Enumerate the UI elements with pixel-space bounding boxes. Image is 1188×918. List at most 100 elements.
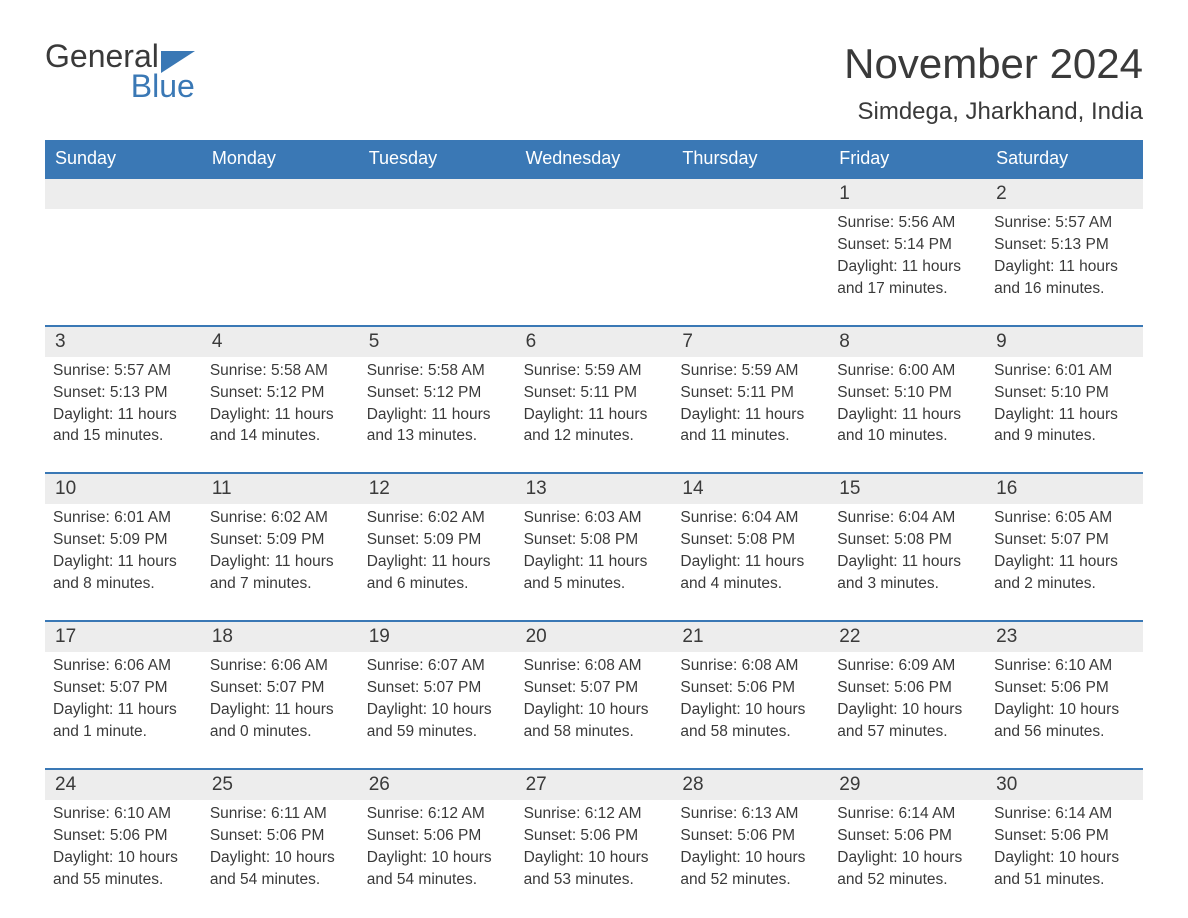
daynum-row: 3456789	[45, 325, 1143, 357]
sunset-text: Sunset: 5:06 PM	[837, 826, 978, 847]
sunrise-text: Sunrise: 6:06 AM	[210, 656, 351, 677]
week-row: Sunrise: 5:57 AMSunset: 5:13 PMDaylight:…	[45, 357, 1143, 473]
daylight-text: Daylight: 11 hours	[210, 700, 351, 721]
day-cell: Sunrise: 5:59 AMSunset: 5:11 PMDaylight:…	[516, 357, 673, 473]
sunset-text: Sunset: 5:13 PM	[53, 383, 194, 404]
day-cell: Sunrise: 6:12 AMSunset: 5:06 PMDaylight:…	[516, 800, 673, 916]
daylight-text: and 16 minutes.	[994, 279, 1135, 300]
daylight-text: Daylight: 10 hours	[210, 848, 351, 869]
day-cell: Sunrise: 6:01 AMSunset: 5:10 PMDaylight:…	[986, 357, 1143, 473]
daylight-text: Daylight: 10 hours	[367, 848, 508, 869]
daylight-text: and 5 minutes.	[524, 574, 665, 595]
daylight-text: and 52 minutes.	[680, 870, 821, 891]
day-number: 27	[516, 770, 673, 800]
daylight-text: Daylight: 10 hours	[680, 848, 821, 869]
sunset-text: Sunset: 5:10 PM	[994, 383, 1135, 404]
sunrise-text: Sunrise: 6:12 AM	[524, 804, 665, 825]
day-number: 15	[829, 474, 986, 504]
day-cell: Sunrise: 6:06 AMSunset: 5:07 PMDaylight:…	[202, 652, 359, 768]
day-cell	[202, 209, 359, 325]
weekday-label: Sunday	[45, 140, 202, 179]
logo-flag-icon	[161, 46, 195, 78]
daylight-text: and 14 minutes.	[210, 426, 351, 447]
day-number: 9	[986, 327, 1143, 357]
day-number: 26	[359, 770, 516, 800]
day-number: 12	[359, 474, 516, 504]
day-number: 23	[986, 622, 1143, 652]
daylight-text: Daylight: 11 hours	[210, 405, 351, 426]
sunrise-text: Sunrise: 5:58 AM	[367, 361, 508, 382]
daylight-text: and 59 minutes.	[367, 722, 508, 743]
sunset-text: Sunset: 5:10 PM	[837, 383, 978, 404]
header: General Blue November 2024 Simdega, Jhar…	[45, 40, 1143, 126]
day-cell	[359, 209, 516, 325]
day-cell: Sunrise: 6:00 AMSunset: 5:10 PMDaylight:…	[829, 357, 986, 473]
day-cell: Sunrise: 5:57 AMSunset: 5:13 PMDaylight:…	[986, 209, 1143, 325]
sunset-text: Sunset: 5:09 PM	[53, 530, 194, 551]
day-number	[672, 179, 829, 209]
daylight-text: Daylight: 10 hours	[994, 848, 1135, 869]
daylight-text: Daylight: 11 hours	[524, 552, 665, 573]
day-cell: Sunrise: 6:03 AMSunset: 5:08 PMDaylight:…	[516, 504, 673, 620]
sunrise-text: Sunrise: 6:02 AM	[367, 508, 508, 529]
daylight-text: and 10 minutes.	[837, 426, 978, 447]
sunset-text: Sunset: 5:08 PM	[837, 530, 978, 551]
sunset-text: Sunset: 5:09 PM	[367, 530, 508, 551]
daylight-text: Daylight: 11 hours	[367, 405, 508, 426]
day-number: 6	[516, 327, 673, 357]
daylight-text: Daylight: 11 hours	[53, 552, 194, 573]
sunset-text: Sunset: 5:13 PM	[994, 235, 1135, 256]
sunrise-text: Sunrise: 6:04 AM	[837, 508, 978, 529]
day-cell	[516, 209, 673, 325]
day-number: 10	[45, 474, 202, 504]
day-cell: Sunrise: 6:04 AMSunset: 5:08 PMDaylight:…	[829, 504, 986, 620]
daylight-text: Daylight: 11 hours	[994, 405, 1135, 426]
sunset-text: Sunset: 5:06 PM	[210, 826, 351, 847]
daylight-text: and 54 minutes.	[210, 870, 351, 891]
daylight-text: Daylight: 11 hours	[680, 552, 821, 573]
day-number: 1	[829, 179, 986, 209]
sunrise-text: Sunrise: 6:02 AM	[210, 508, 351, 529]
sunrise-text: Sunrise: 6:07 AM	[367, 656, 508, 677]
daynum-row: 12	[45, 179, 1143, 209]
day-cell: Sunrise: 6:05 AMSunset: 5:07 PMDaylight:…	[986, 504, 1143, 620]
sunrise-text: Sunrise: 5:59 AM	[524, 361, 665, 382]
weekday-label: Tuesday	[359, 140, 516, 179]
day-number: 22	[829, 622, 986, 652]
sunrise-text: Sunrise: 5:59 AM	[680, 361, 821, 382]
weekday-label: Saturday	[986, 140, 1143, 179]
daylight-text: Daylight: 10 hours	[524, 700, 665, 721]
day-cell: Sunrise: 6:08 AMSunset: 5:06 PMDaylight:…	[672, 652, 829, 768]
daylight-text: Daylight: 10 hours	[837, 848, 978, 869]
weekday-header: SundayMondayTuesdayWednesdayThursdayFrid…	[45, 140, 1143, 179]
sunrise-text: Sunrise: 6:06 AM	[53, 656, 194, 677]
sunset-text: Sunset: 5:07 PM	[53, 678, 194, 699]
day-number: 21	[672, 622, 829, 652]
logo-text: General Blue	[45, 40, 195, 102]
day-cell: Sunrise: 6:10 AMSunset: 5:06 PMDaylight:…	[45, 800, 202, 916]
day-number: 29	[829, 770, 986, 800]
day-cell: Sunrise: 5:58 AMSunset: 5:12 PMDaylight:…	[202, 357, 359, 473]
sunrise-text: Sunrise: 6:10 AM	[53, 804, 194, 825]
sunrise-text: Sunrise: 6:08 AM	[524, 656, 665, 677]
weekday-label: Wednesday	[516, 140, 673, 179]
day-number	[516, 179, 673, 209]
day-number: 14	[672, 474, 829, 504]
sunset-text: Sunset: 5:07 PM	[367, 678, 508, 699]
sunset-text: Sunset: 5:06 PM	[367, 826, 508, 847]
sunset-text: Sunset: 5:14 PM	[837, 235, 978, 256]
day-number: 4	[202, 327, 359, 357]
daynum-row: 24252627282930	[45, 768, 1143, 800]
day-number: 3	[45, 327, 202, 357]
day-cell: Sunrise: 6:09 AMSunset: 5:06 PMDaylight:…	[829, 652, 986, 768]
sunrise-text: Sunrise: 6:11 AM	[210, 804, 351, 825]
sunrise-text: Sunrise: 6:14 AM	[994, 804, 1135, 825]
sunset-text: Sunset: 5:12 PM	[210, 383, 351, 404]
sunrise-text: Sunrise: 6:01 AM	[53, 508, 194, 529]
daylight-text: Daylight: 11 hours	[994, 257, 1135, 278]
daylight-text: Daylight: 10 hours	[524, 848, 665, 869]
day-number: 5	[359, 327, 516, 357]
sunrise-text: Sunrise: 6:10 AM	[994, 656, 1135, 677]
day-cell: Sunrise: 6:01 AMSunset: 5:09 PMDaylight:…	[45, 504, 202, 620]
day-cell: Sunrise: 6:10 AMSunset: 5:06 PMDaylight:…	[986, 652, 1143, 768]
